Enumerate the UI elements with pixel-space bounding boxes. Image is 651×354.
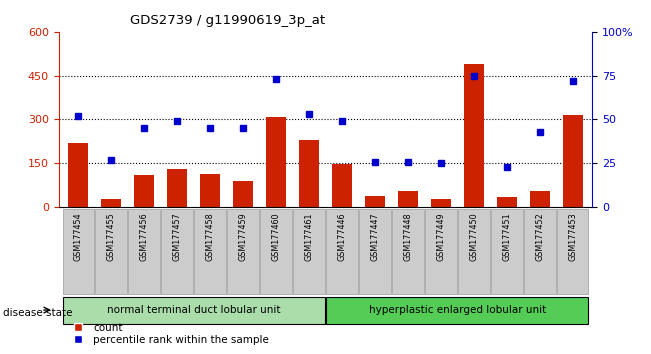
Bar	[233, 181, 253, 207]
Text: GSM177447: GSM177447	[370, 212, 380, 261]
Text: normal terminal duct lobular unit: normal terminal duct lobular unit	[107, 305, 281, 315]
Bar	[491, 209, 523, 294]
Text: GSM177457: GSM177457	[173, 212, 182, 261]
FancyBboxPatch shape	[326, 297, 589, 324]
Bar	[458, 209, 490, 294]
Bar	[464, 64, 484, 207]
Text: GSM177456: GSM177456	[140, 212, 149, 261]
Bar	[497, 198, 517, 207]
Text: GSM177454: GSM177454	[74, 212, 83, 261]
Text: GSM177461: GSM177461	[305, 212, 314, 261]
Bar	[134, 175, 154, 207]
Text: GSM177453: GSM177453	[568, 212, 577, 261]
Text: GSM177460: GSM177460	[271, 212, 281, 261]
Bar	[201, 173, 220, 207]
Bar	[167, 169, 187, 207]
Text: GSM177458: GSM177458	[206, 212, 215, 261]
Bar	[530, 191, 549, 207]
Text: GSM177446: GSM177446	[337, 212, 346, 261]
Text: GSM177455: GSM177455	[107, 212, 116, 261]
Bar	[227, 209, 259, 294]
Bar	[562, 115, 583, 207]
Bar	[557, 209, 589, 294]
Text: GSM177449: GSM177449	[436, 212, 445, 261]
Text: GSM177448: GSM177448	[404, 212, 412, 261]
Bar	[332, 164, 352, 207]
Text: GSM177452: GSM177452	[535, 212, 544, 261]
Bar	[96, 209, 127, 294]
Bar	[524, 209, 555, 294]
Text: hyperplastic enlarged lobular unit: hyperplastic enlarged lobular unit	[368, 305, 546, 315]
Bar	[359, 209, 391, 294]
Bar	[68, 143, 89, 207]
Text: GSM177459: GSM177459	[239, 212, 247, 261]
Bar	[102, 199, 121, 207]
Bar	[62, 209, 94, 294]
Bar	[299, 140, 319, 207]
Text: disease state: disease state	[3, 308, 73, 318]
Bar	[128, 209, 160, 294]
Text: GSM177450: GSM177450	[469, 212, 478, 261]
Bar	[293, 209, 325, 294]
FancyBboxPatch shape	[62, 297, 325, 324]
Text: GDS2739 / g11990619_3p_at: GDS2739 / g11990619_3p_at	[130, 14, 326, 27]
Text: GSM177451: GSM177451	[502, 212, 511, 261]
Bar	[326, 209, 358, 294]
Legend: count, percentile rank within the sample: count, percentile rank within the sample	[64, 318, 273, 349]
Bar	[365, 196, 385, 207]
Bar	[431, 199, 450, 207]
Bar	[392, 209, 424, 294]
Bar	[195, 209, 226, 294]
Bar	[161, 209, 193, 294]
Bar	[398, 191, 418, 207]
Bar	[266, 116, 286, 207]
Bar	[260, 209, 292, 294]
Bar	[425, 209, 456, 294]
